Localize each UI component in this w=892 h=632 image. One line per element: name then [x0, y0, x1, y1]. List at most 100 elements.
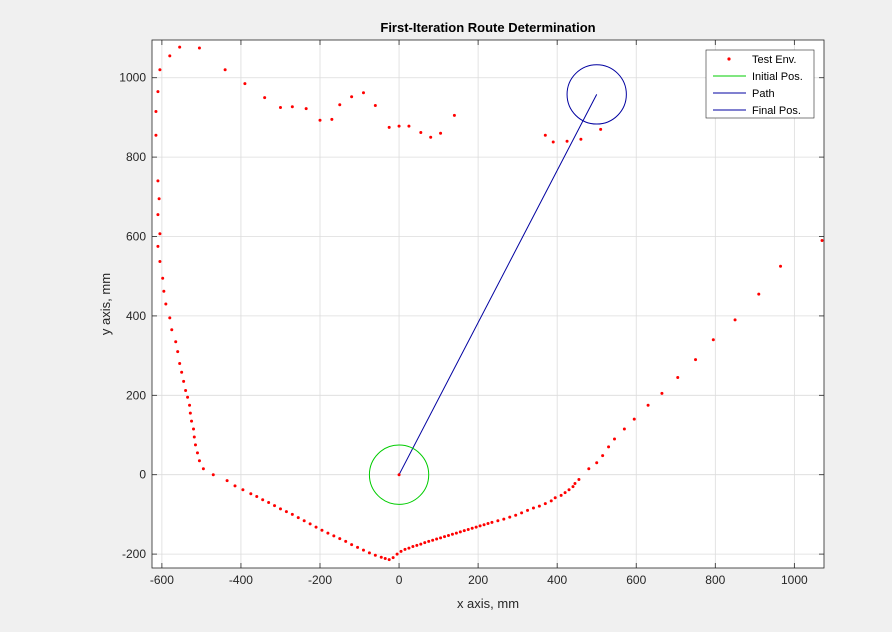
test-env-point	[361, 548, 365, 552]
x-tick-label: 800	[705, 573, 725, 587]
legend-label-initial-pos: Initial Pos.	[752, 71, 803, 83]
test-env-point	[332, 534, 336, 538]
test-env-point	[551, 140, 555, 144]
test-env-point	[543, 502, 547, 506]
test-env-point	[508, 515, 512, 519]
test-env-point	[367, 551, 371, 555]
test-env-point	[415, 543, 419, 547]
test-env-point	[356, 545, 360, 549]
test-env-point	[168, 316, 172, 320]
test-env-point	[820, 238, 824, 242]
y-tick-label: 1000	[119, 71, 146, 85]
test-env-point	[595, 461, 599, 465]
test-env-point	[733, 318, 737, 322]
test-env-point	[676, 375, 680, 379]
path-line	[398, 94, 598, 475]
test-env-point	[158, 260, 162, 264]
test-env-point	[757, 292, 761, 296]
test-env-point	[174, 340, 178, 344]
test-env-point	[431, 538, 435, 542]
test-env-point	[502, 517, 506, 521]
test-env-point	[186, 395, 190, 399]
test-env-point	[243, 82, 247, 86]
test-env-point	[779, 264, 783, 268]
test-env-point	[190, 419, 194, 423]
y-tick-label: 800	[126, 150, 146, 164]
test-env-point	[197, 46, 201, 50]
legend: Test Env. Initial Pos. Path Final Pos.	[705, 49, 815, 119]
y-tick-label: -200	[122, 547, 146, 561]
test-env-point	[233, 484, 237, 488]
test-env-point	[622, 427, 626, 431]
test-env-point	[308, 522, 312, 526]
test-env-point	[267, 500, 271, 504]
test-env-point	[296, 516, 300, 520]
test-env-point	[397, 124, 401, 128]
test-env-point	[225, 479, 229, 483]
test-env-point	[373, 104, 377, 108]
test-env-point	[403, 547, 407, 551]
test-env-point	[407, 124, 411, 128]
test-env-point	[520, 511, 524, 515]
test-env-point	[157, 197, 161, 201]
test-env-point	[201, 467, 205, 471]
test-env-point	[344, 539, 348, 543]
test-env-point	[439, 131, 443, 135]
test-env-point	[496, 519, 500, 523]
test-env-point	[154, 109, 158, 113]
test-env-point	[452, 113, 456, 117]
legend-marker-test-env	[727, 57, 731, 61]
x-tick-label: -600	[150, 573, 174, 587]
test-env-point	[158, 68, 162, 72]
test-env-point	[486, 522, 490, 526]
test-env-point	[350, 95, 354, 99]
test-env-point	[553, 496, 557, 500]
test-env-point	[411, 545, 415, 549]
test-env-point	[537, 504, 541, 508]
test-env-point	[320, 528, 324, 532]
axis-ticks: -600 -400 -200 0 200 400 600 800 1000 -200 0 200 400…	[119, 40, 824, 587]
test-env-point	[156, 90, 160, 94]
test-env-point	[423, 541, 427, 545]
test-env-point	[278, 105, 282, 109]
data-layer	[154, 45, 824, 562]
test-env-point	[273, 504, 277, 508]
test-env-point	[462, 529, 466, 533]
test-env-point	[261, 498, 265, 502]
test-env-point	[694, 358, 698, 362]
x-tick-label: -400	[229, 573, 253, 587]
test-env-point	[158, 232, 162, 236]
test-env-point	[302, 519, 306, 523]
test-env-point	[563, 491, 567, 495]
test-env-point	[559, 493, 563, 497]
test-env-point	[193, 443, 197, 447]
test-env-point	[571, 485, 575, 489]
x-tick-label: -200	[308, 573, 332, 587]
test-env-point	[419, 130, 423, 134]
test-env-point	[184, 389, 188, 393]
test-env-point	[156, 213, 160, 217]
test-env-point	[290, 105, 294, 109]
test-env-point	[567, 488, 571, 492]
test-env-point	[180, 370, 184, 374]
test-env-point	[399, 549, 403, 553]
test-env-point	[577, 477, 581, 481]
test-env-point	[373, 553, 377, 557]
test-env-point	[330, 117, 334, 121]
initial-pos-circle	[368, 444, 430, 505]
test-env-point	[470, 526, 474, 530]
x-tick-label: 200	[468, 573, 488, 587]
test-env-point	[407, 546, 411, 550]
test-env-point	[338, 537, 342, 541]
test-env-point	[435, 537, 439, 541]
test-env-point	[361, 91, 365, 95]
test-env-point	[419, 542, 423, 546]
test-env-point	[188, 403, 192, 407]
test-env-point	[255, 495, 259, 499]
test-env-point	[531, 506, 535, 510]
test-env-point	[439, 536, 443, 540]
test-env-point	[601, 454, 605, 458]
test-env-point	[178, 45, 182, 49]
test-env-series	[154, 45, 824, 562]
test-env-point	[176, 350, 180, 354]
